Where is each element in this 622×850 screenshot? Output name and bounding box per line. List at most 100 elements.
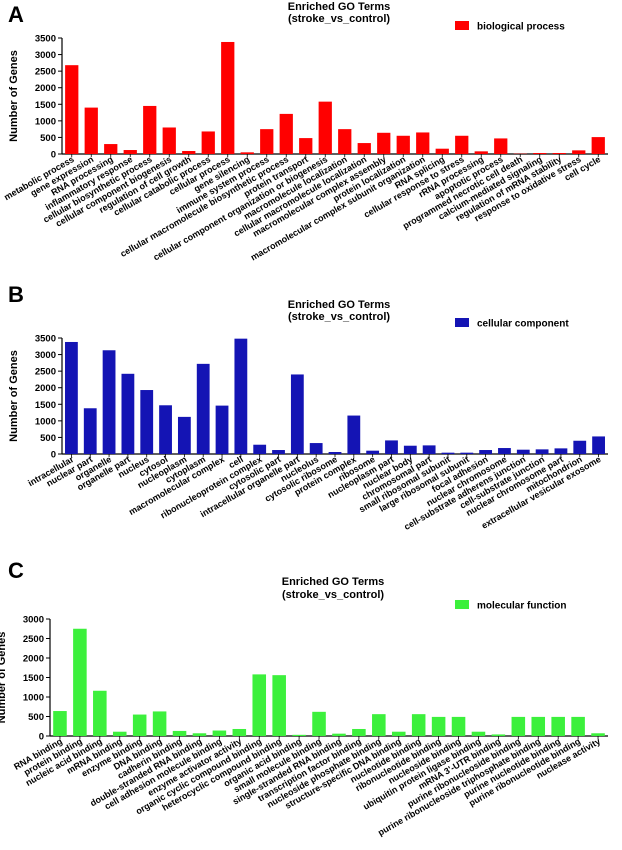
bar: [479, 450, 493, 454]
bar: [572, 150, 586, 154]
bar: [152, 711, 167, 736]
legend-label: biological process: [477, 22, 565, 33]
bar: [516, 449, 530, 454]
legend-swatch: [455, 600, 469, 609]
y-tick-label: 0: [51, 450, 56, 461]
bar: [571, 716, 585, 736]
bar: [65, 341, 78, 454]
y-tick-label: 2000: [23, 654, 44, 665]
bar: [177, 416, 191, 454]
bar: [591, 137, 605, 154]
bar: [73, 628, 87, 736]
bar: [460, 452, 474, 454]
y-tick-label: 2000: [35, 83, 56, 94]
y-axis-label: Number of Genes: [8, 50, 20, 142]
chart-panel-b: B Enriched GO Terms(stroke_vs_control)cel…: [8, 282, 608, 532]
panel-letter: B: [8, 282, 24, 307]
y-tick-label: 3000: [35, 50, 56, 61]
bar: [535, 449, 549, 454]
legend-swatch: [455, 21, 469, 30]
y-tick-label: 1000: [35, 116, 56, 127]
bar: [592, 436, 605, 454]
bar: [232, 728, 247, 736]
bar: [234, 338, 248, 454]
chart-panel-a: A Enriched GO Terms(stroke_vs_control)bio…: [2, 1, 608, 263]
bar: [441, 452, 455, 454]
chart-title: Enriched GO Terms: [288, 299, 391, 311]
bar: [83, 408, 97, 454]
bar: [252, 674, 267, 736]
y-tick-label: 1000: [23, 693, 44, 704]
bar: [102, 350, 116, 454]
bar: [253, 444, 267, 454]
bar: [279, 113, 293, 154]
panel-letter: A: [8, 2, 24, 27]
bar: [377, 132, 391, 154]
bar: [290, 374, 304, 454]
legend-swatch: [455, 318, 469, 327]
bar: [53, 711, 67, 736]
y-tick-label: 2500: [35, 67, 56, 78]
bar: [143, 105, 157, 154]
chart-title: Enriched GO Terms: [282, 576, 385, 588]
bar: [312, 711, 326, 736]
bar: [591, 733, 605, 736]
bar: [498, 448, 511, 454]
bar: [352, 728, 366, 736]
y-tick-label: 500: [40, 433, 56, 444]
bar: [272, 675, 286, 736]
bar: [292, 734, 306, 736]
bar: [212, 730, 227, 736]
y-tick-label: 1000: [35, 416, 56, 427]
y-tick-label: 3000: [35, 350, 56, 361]
y-tick-label: 500: [28, 712, 44, 723]
bar: [494, 138, 508, 154]
bar: [201, 131, 215, 154]
bar: [471, 731, 486, 736]
bar: [132, 714, 147, 736]
bar: [240, 152, 254, 154]
bar: [491, 734, 506, 736]
y-tick-label: 0: [39, 732, 44, 743]
bar: [357, 143, 371, 154]
chart-subtitle: (stroke_vs_control): [288, 13, 390, 25]
bar: [112, 731, 127, 736]
bar: [338, 129, 352, 154]
bar: [511, 716, 526, 736]
bar: [93, 690, 107, 736]
bar: [309, 443, 323, 454]
y-tick-label: 1500: [35, 400, 56, 411]
legend-label: molecular function: [477, 601, 566, 612]
bar: [260, 129, 274, 154]
bar: [182, 151, 196, 154]
bar: [140, 390, 154, 454]
y-tick-label: 0: [51, 150, 56, 161]
y-tick-label: 500: [40, 133, 56, 144]
bar: [391, 731, 406, 736]
y-axis-label: Number of Genes: [0, 632, 8, 724]
y-axis-label: Number of Genes: [8, 350, 20, 442]
bar: [221, 41, 235, 154]
bar: [474, 151, 488, 154]
bar: [104, 144, 118, 154]
bar: [411, 714, 426, 736]
bar: [554, 448, 568, 454]
bar: [552, 153, 566, 154]
bar: [121, 373, 135, 454]
bar: [422, 445, 436, 454]
y-tick-label: 2500: [35, 367, 56, 378]
bar: [396, 135, 410, 154]
y-tick-label: 1500: [23, 673, 44, 684]
y-tick-label: 2000: [35, 383, 56, 394]
y-tick-label: 1500: [35, 100, 56, 111]
bar: [172, 730, 187, 736]
bar: [123, 150, 137, 154]
bar: [159, 405, 172, 454]
bar: [318, 101, 332, 154]
y-tick-label: 3500: [35, 34, 56, 45]
bar: [215, 405, 229, 454]
bar: [451, 716, 466, 736]
panel-letter: C: [8, 558, 24, 583]
chart-title: Enriched GO Terms: [288, 1, 391, 13]
y-tick-label: 3500: [35, 334, 56, 345]
